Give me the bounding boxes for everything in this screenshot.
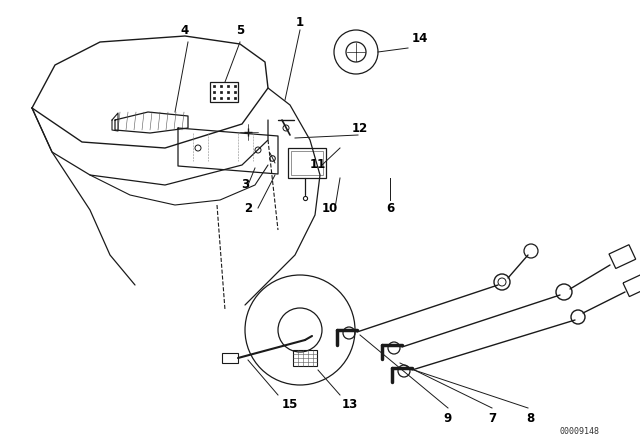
Text: 1: 1 [296,16,304,29]
Text: 2: 2 [244,202,252,215]
Text: 3: 3 [241,178,249,191]
Text: 00009148: 00009148 [560,427,600,436]
Bar [293,350,317,366]
Bar [623,274,640,297]
Text: 9: 9 [444,412,452,425]
Text: 7: 7 [488,412,496,425]
Text: 12: 12 [352,121,368,134]
Bar [210,82,238,102]
Text: 8: 8 [526,412,534,425]
Text: 13: 13 [342,399,358,412]
Bar [291,151,323,175]
Text: 5: 5 [236,23,244,36]
Text: 11: 11 [310,159,326,172]
Bar [288,148,326,178]
Bar [222,353,238,363]
Text: 14: 14 [412,31,428,44]
Text: 10: 10 [322,202,338,215]
Text: 6: 6 [386,202,394,215]
Text: 15: 15 [282,399,298,412]
Bar [609,245,636,268]
Text: 4: 4 [181,23,189,36]
